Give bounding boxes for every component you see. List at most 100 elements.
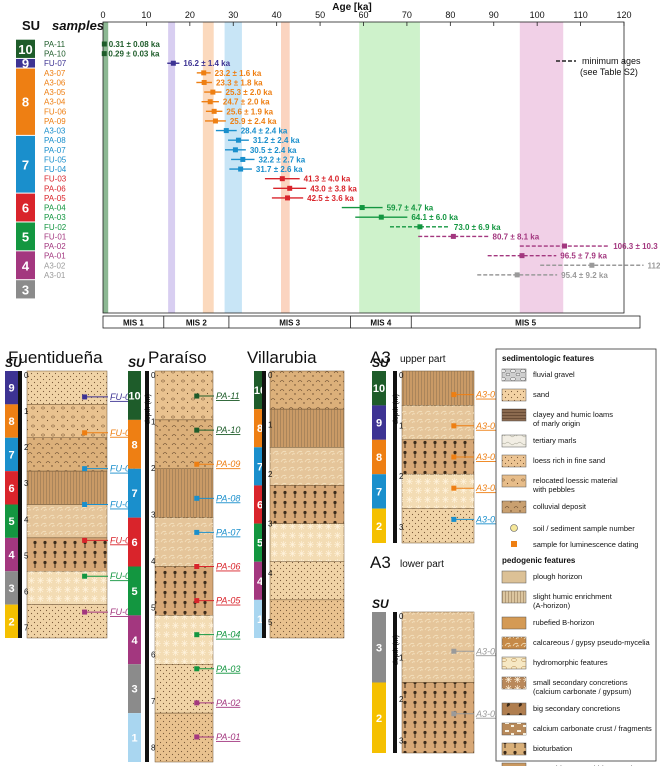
legend-item-label: macro bio spoors ("big worm") <box>533 764 634 766</box>
depth-tick: 3 <box>399 736 404 745</box>
x-tick-label: 40 <box>272 10 282 20</box>
depth-tick: 8 <box>151 743 156 752</box>
sample-name: FU-07 <box>44 59 67 68</box>
legend-item-label: (A-horizon) <box>533 601 571 610</box>
soil-sample-icon <box>510 524 518 532</box>
age-point <box>232 147 238 153</box>
profile-su-label: 2 <box>376 713 382 725</box>
su-label: SU <box>5 356 22 370</box>
depth-tick: 6 <box>151 650 156 659</box>
age-label: 95.4 ± 9.2 ka <box>561 271 608 280</box>
age-label: 41.3 ± 4.0 ka <box>304 175 351 184</box>
profile-layer-texture <box>402 508 474 543</box>
min-age-legend-text: minimum ages <box>582 56 641 66</box>
profile-su-block <box>5 471 18 505</box>
legend-swatch-texture <box>502 657 526 669</box>
age-label: 80.7 ± 8.1 ka <box>493 232 540 241</box>
age-point <box>359 205 365 211</box>
legend-item-label: sample for luminescence dating <box>533 540 638 549</box>
mis-band <box>519 22 564 313</box>
su-block-label: 8 <box>22 95 29 110</box>
profile-layer-texture <box>402 405 474 440</box>
age-point <box>519 253 525 259</box>
x-tick-label: 20 <box>185 10 195 20</box>
age-label: 31.2 ± 2.4 ka <box>253 136 300 145</box>
profile-su-label: 10 <box>128 390 140 402</box>
profile-su-block <box>372 371 386 406</box>
mis-label: MIS 3 <box>279 319 300 328</box>
min-age-legend-note: (see Table S2) <box>580 67 638 77</box>
legend-item-label: of marly origin <box>533 419 580 428</box>
profile-su-block <box>372 682 386 753</box>
legend-swatch-texture <box>502 723 526 735</box>
profile-su-label: 2 <box>8 616 14 628</box>
profile-su-label: 4 <box>131 635 138 647</box>
age-label: 30.5 ± 2.4 ka <box>250 146 297 155</box>
profile-fuentiduena: FuentidueñaSU9876543201234567FU-07FU-06F… <box>5 348 136 639</box>
legend-swatch-texture <box>502 475 526 487</box>
depth-tick: 0 <box>24 371 29 380</box>
age-point <box>378 214 384 220</box>
age-label: 43.0 ± 3.8 ka <box>310 184 357 193</box>
age-label: 23.3 ± 1.8 ka <box>216 78 263 87</box>
depth-scale <box>262 371 266 638</box>
sample-name: PA-06 <box>44 184 66 193</box>
profile-su-block <box>128 419 141 469</box>
legend-swatch-texture <box>502 703 526 715</box>
profile-layer-texture <box>402 371 474 406</box>
age-label: 16.2 ± 1.4 ka <box>183 59 230 68</box>
profile-su-label: 3 <box>8 583 14 595</box>
depth-tick: 4 <box>151 557 156 566</box>
profile-su-label: 1 <box>257 614 263 626</box>
su-block-label: 5 <box>22 229 29 244</box>
mis-band <box>168 22 176 313</box>
profile-section: FuentidueñaSU9876543201234567FU-07FU-06F… <box>5 348 501 763</box>
profile-su-label: 5 <box>131 586 137 598</box>
age-label: 32.2 ± 2.7 ka <box>259 155 306 164</box>
sample-name: PA-02 <box>44 242 66 251</box>
profile-layer-texture <box>402 474 474 509</box>
profile-sample-label: PA-07 <box>216 527 241 537</box>
profile-subtitle: lower part <box>400 559 444 570</box>
mis-label: MIS 1 <box>123 319 144 328</box>
depth-axis-label: depth (m) <box>393 394 400 424</box>
su-block <box>16 280 35 299</box>
age-chart: SU samples Age [ka] 0 10 20 30 40 50 60 70 80 90 1… <box>16 2 660 329</box>
profile-layer-texture <box>270 599 344 638</box>
depth-tick: 2 <box>24 443 29 452</box>
depth-tick: 0 <box>399 371 404 380</box>
profile-title: A3 <box>370 348 391 367</box>
sample-name: PA-01 <box>44 252 66 261</box>
legend-item-label: (calcium carbonate / gypsum) <box>533 687 632 696</box>
profile-layer-texture <box>270 447 344 486</box>
profile-title: Villarubia <box>247 348 317 367</box>
profile-su-label: 5 <box>257 538 263 550</box>
legend-panel: sedimentologic features fluvial gravel san… <box>495 348 657 766</box>
profile-sample-label: FU-05 <box>110 464 136 474</box>
su-header: SU <box>22 18 40 33</box>
age-point <box>514 272 520 278</box>
sample-name: A3-01 <box>44 271 66 280</box>
legend-section-title: sedimentologic features <box>502 354 595 363</box>
profile-layer-texture <box>155 419 213 469</box>
legend-item-label: big secondary concretions <box>533 704 620 713</box>
mis-band <box>202 22 214 313</box>
depth-tick: 4 <box>24 515 29 524</box>
legend-swatch-texture <box>502 389 526 401</box>
profile-su-block <box>5 571 18 605</box>
age-point <box>562 243 568 249</box>
profile-su-block <box>5 537 18 572</box>
profile-su-block <box>5 604 18 638</box>
profile-sample-label: PA-11 <box>216 391 240 401</box>
profile-sample-label: PA-03 <box>216 664 240 674</box>
depth-tick: 5 <box>24 551 29 560</box>
profile-su-block <box>128 713 141 762</box>
profile-su-block <box>5 404 18 438</box>
profile-su-block <box>128 371 141 420</box>
profile-title: Fuentidueña <box>8 348 103 367</box>
su-block <box>16 193 35 222</box>
profile-sample-label: A3-05 <box>475 452 501 462</box>
age-point <box>207 99 213 105</box>
x-tick-label: 100 <box>530 10 545 20</box>
